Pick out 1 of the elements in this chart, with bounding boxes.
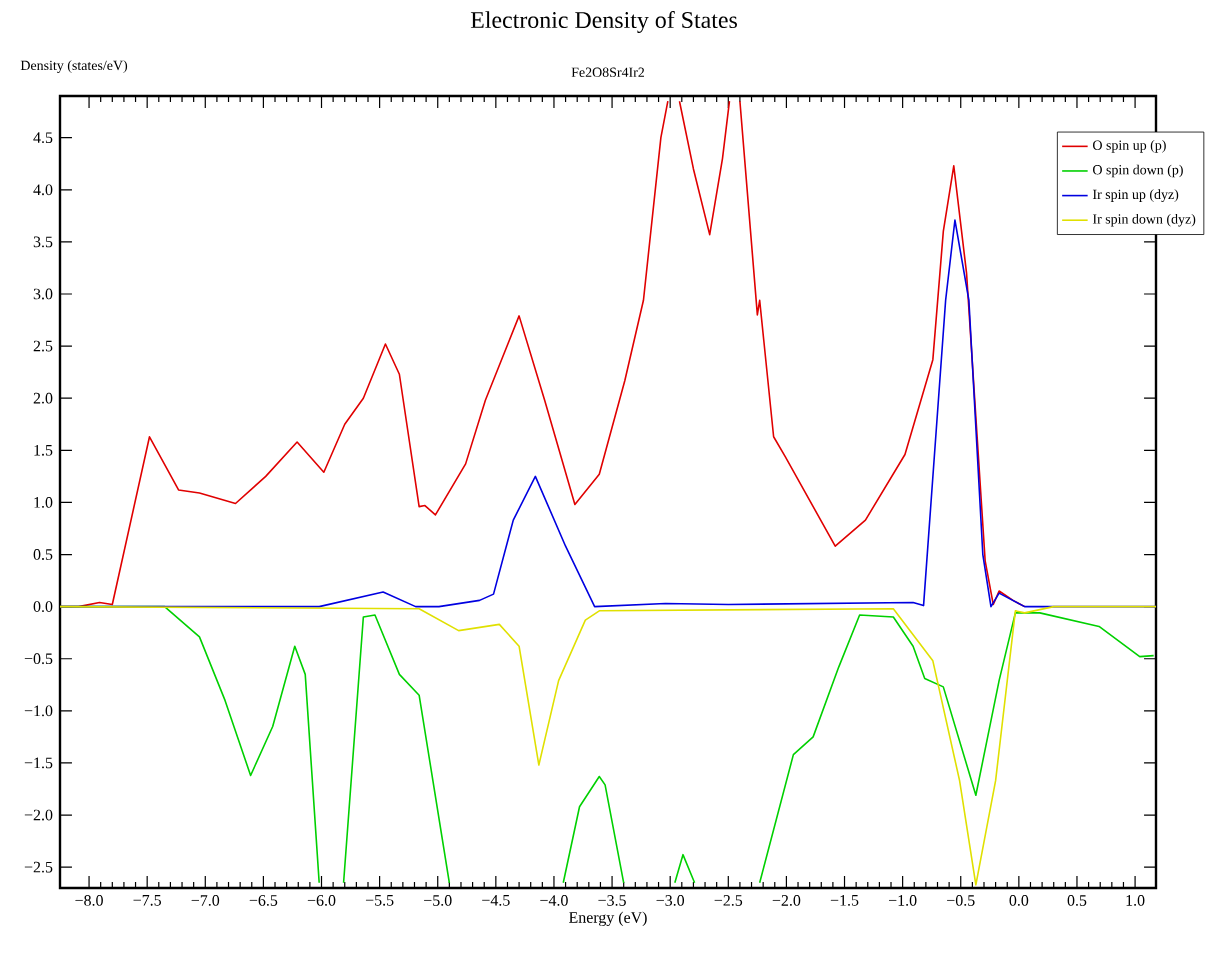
- chart-title: Electronic Density of States: [470, 11, 737, 34]
